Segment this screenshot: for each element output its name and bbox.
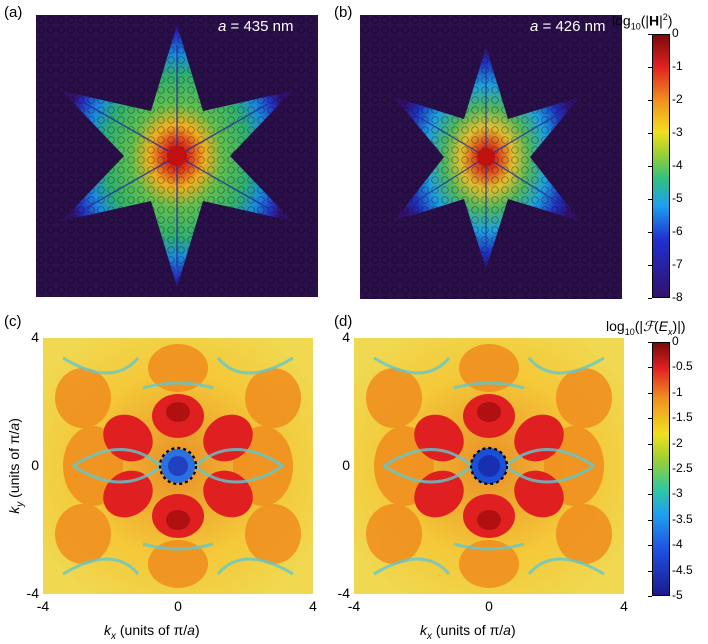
- colorbar-bottom-tick-mark: [648, 494, 652, 496]
- colorbar-top: [652, 34, 670, 298]
- xlabel-d: kx (units of π/a): [420, 622, 516, 642]
- colorbar-top-tick-mark: [648, 34, 652, 35]
- field-map-b: [360, 15, 622, 299]
- colorbar-bottom-tick-mark: [648, 469, 652, 470]
- axes-d-x-tick-label: 4: [620, 598, 628, 614]
- annotation-b: a = 426 nm: [530, 18, 606, 35]
- colorbar-top-tick-mark: [648, 298, 652, 299]
- ylabel-c: ky (units of π/a): [6, 418, 26, 514]
- colorbar-top-title: log10(|H|2): [612, 12, 673, 32]
- colorbar-bottom-tick-label: -3: [672, 486, 683, 501]
- axes-c-y-tick-label: -4: [26, 585, 39, 601]
- colorbar-top-tick-mark: [648, 133, 652, 134]
- colorbar-bottom-tick-label: -3.5: [672, 511, 693, 526]
- panel-label-b: (b): [334, 4, 353, 21]
- colorbar-bottom-tick-mark: [648, 570, 652, 572]
- colorbar-top-tick-mark: [648, 100, 652, 101]
- panel-label-d: (d): [334, 313, 353, 330]
- axes-d-y-tick-label: -4: [337, 585, 350, 601]
- axes-c-x-tick-label: 0: [174, 598, 182, 614]
- axes-d-x-tick-label: -4: [347, 598, 361, 614]
- xlabel-c: kx (units of π/a): [104, 622, 200, 642]
- axes-c-y-tick-label: 0: [31, 457, 39, 473]
- ft-map-d: [354, 338, 624, 594]
- colorbar-top-tick-label: -4: [672, 158, 683, 172]
- colorbar-bottom-tick-mark: [648, 596, 652, 597]
- axes-c-x-tick-label: -4: [36, 598, 50, 614]
- colorbar-top-tick-mark: [648, 265, 652, 266]
- ft-map-c: [43, 338, 313, 594]
- colorbar-bottom-tick-label: -2: [672, 435, 683, 450]
- colorbar-top-tick-label: -5: [672, 191, 683, 205]
- colorbar-top-tick-mark: [648, 166, 652, 167]
- colorbar-top-tick-label: -7: [672, 257, 683, 271]
- axes-d-x-tick-label: 0: [485, 598, 493, 614]
- axes-c-y-tick-label: 4: [31, 329, 39, 345]
- colorbar-bottom-tick-label: -5: [672, 588, 683, 602]
- colorbar-bottom-tick-mark: [648, 519, 652, 521]
- colorbar-top-tick-mark: [648, 67, 652, 68]
- colorbar-bottom-tick-mark: [648, 392, 652, 394]
- colorbar-top-tick-label: -1: [672, 59, 683, 73]
- colorbar-bottom: [652, 342, 670, 596]
- field-map-a: [36, 15, 318, 297]
- colorbar-bottom-tick-label: 0: [672, 334, 679, 348]
- colorbar-bottom-tick-mark: [648, 443, 652, 445]
- colorbar-top-tick-mark: [648, 199, 652, 200]
- colorbar-bottom-tick-mark: [648, 418, 652, 420]
- colorbar-top-tick-mark: [648, 232, 652, 233]
- panel-label-c: (c): [4, 313, 22, 330]
- colorbar-top-tick-label: -8: [672, 290, 683, 304]
- axes-d-y-tick-label: 0: [342, 457, 350, 473]
- colorbar-top-tick-label: -3: [672, 125, 683, 139]
- colorbar-top-tick-label: -6: [672, 224, 683, 238]
- axes-d-y-tick-label: 4: [342, 329, 350, 345]
- colorbar-bottom-tick-label: -2.5: [672, 461, 693, 475]
- annotation-a: a = 435 nm: [218, 18, 294, 35]
- colorbar-bottom-tick-mark: [648, 342, 652, 343]
- colorbar-bottom-tick-label: -4: [672, 537, 683, 552]
- colorbar-bottom-tick-label: -4.5: [672, 562, 693, 577]
- dashed-circle-c: [158, 446, 198, 486]
- colorbar-bottom-tick-label: -0.5: [672, 359, 693, 374]
- panel-label-a: (a): [4, 4, 23, 21]
- colorbar-bottom-title: log10(|ℱ(Ex)|): [606, 318, 686, 337]
- colorbar-top-tick-label: 0: [672, 26, 679, 40]
- dashed-circle-d: [469, 446, 509, 486]
- colorbar-bottom-tick-label: -1.5: [672, 410, 693, 425]
- colorbar-top-tick-label: -2: [672, 92, 683, 106]
- colorbar-bottom-tick-mark: [648, 545, 652, 547]
- colorbar-bottom-tick-mark: [648, 367, 652, 369]
- axes-c-x-tick-label: 4: [309, 598, 317, 614]
- colorbar-bottom-tick-label: -1: [672, 384, 683, 399]
